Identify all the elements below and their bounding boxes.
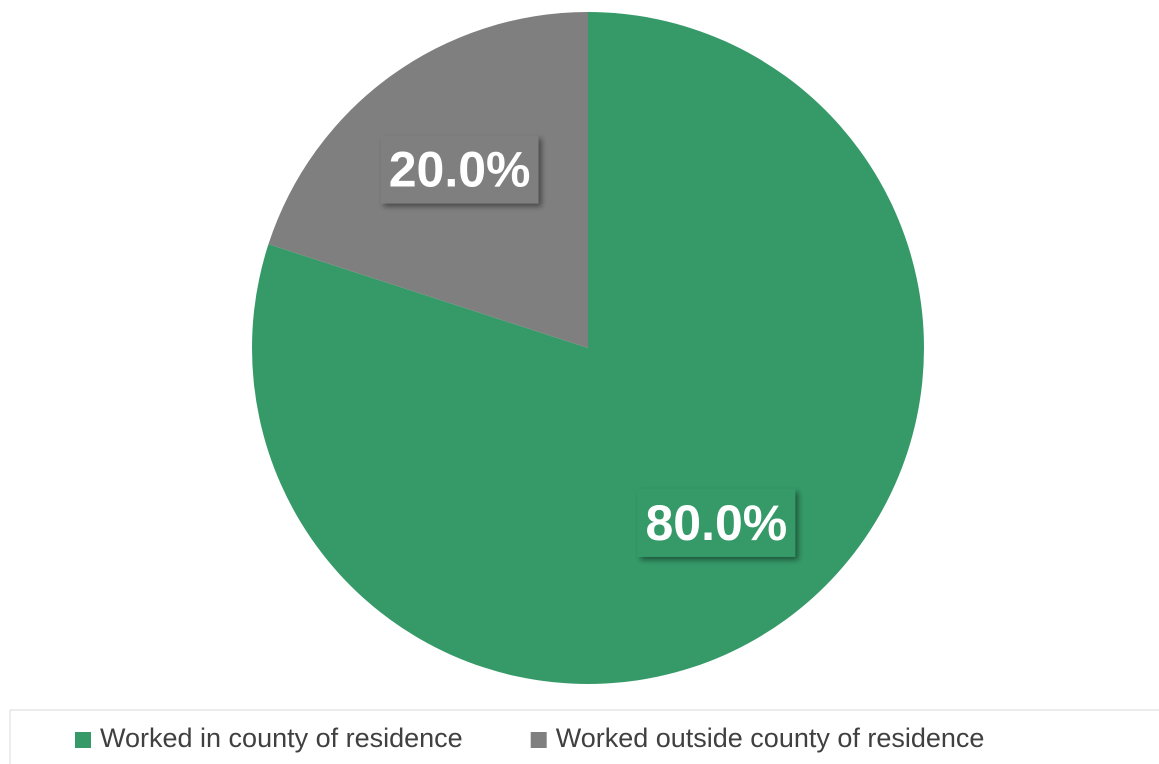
data-label: 20.0% <box>380 135 539 204</box>
data-label-box <box>637 488 796 557</box>
data-label-box <box>380 135 539 204</box>
data-label-text: 20.0% <box>389 142 531 198</box>
legend-swatch <box>75 732 91 748</box>
legend-swatch <box>530 732 547 748</box>
legend-label: Worked in county of residence <box>100 723 463 753</box>
legend-box <box>9 709 1159 764</box>
data-label: 80.0% <box>637 488 796 557</box>
data-label-text: 80.0% <box>645 495 787 551</box>
legend-label: Worked outside county of residence <box>556 723 985 753</box>
